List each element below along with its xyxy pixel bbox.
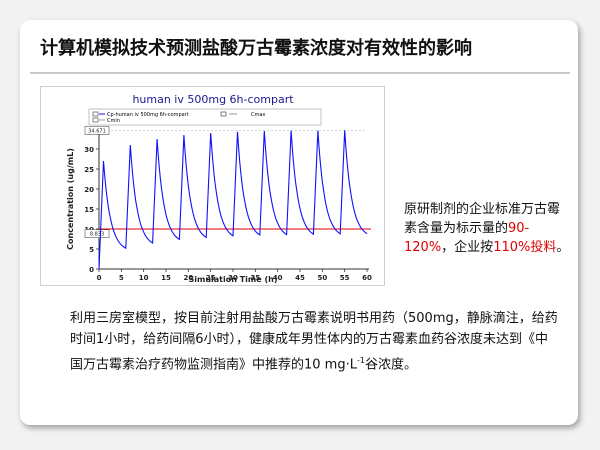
slide-title: 计算机模拟技术预测盐酸万古霉素浓度对有效性的影响 [40,38,472,59]
y-tick-label: 30 [84,146,94,154]
legend-box [88,108,322,126]
side-note-text-2: ，企业按 [441,240,494,255]
body-paragraph: 利用三房室模型，按目前注射用盐酸万古霉素说明书用药（500mg，静脉滴注，给药时… [70,308,558,375]
cmin-box [84,229,110,238]
legend-label-cp: Cp-human iv 500mg 6h-compart [107,112,189,118]
body-text-1: 利用三房室模型，按目前注射用盐酸万古霉素说明书用药（500mg，静脉滴注，给药时… [70,311,558,373]
y-tick-label: 20 [84,186,94,194]
pk-simulation-chart: human iv 500mg 6h-compart Cp-human iv 500… [40,86,385,286]
legend-label-cmin: Cmin [107,118,120,124]
x-tick-label: 20 [183,274,193,282]
y-tick-label: 15 [84,206,94,214]
body-text-2: 谷浓度。 [364,357,417,373]
legend-label-cmax: Cmax [251,112,265,118]
side-note-text-1: 原研制剂的企业标准万古霉素含量为标示量的 [404,202,561,236]
title-divider [30,72,570,74]
y-tick-label: 0 [89,266,94,274]
y-axis-label: Concentration (ug/mL) [66,148,75,250]
x-tick-label: 30 [228,274,238,282]
x-tick-label: 35 [250,274,260,282]
cmin-label: 8.833 [90,232,104,238]
x-tick-label: 10 [139,274,149,282]
x-tick-label: 15 [161,274,171,282]
side-note-dose-pct: 110%投料 [493,240,557,255]
x-tick-label: 60 [362,274,372,282]
side-note-range: 90-120% [404,221,530,255]
concentration-curve [98,130,368,270]
x-tick-label: 50 [317,274,327,282]
cmax-label: 34.671 [88,128,106,134]
legend-checkbox [220,111,227,117]
y-tick-label: 5 [89,246,94,254]
chart-title: human iv 500mg 6h-compart [132,93,294,106]
cmax-box [84,126,110,135]
x-axis-label: Simulation Time (h) [189,275,278,284]
x-tick-label: 5 [119,274,124,282]
body-text-sup: -1 [356,356,365,365]
legend-checkbox [92,111,99,117]
legend-checkbox [92,117,99,123]
side-note-text-3: 。 [556,240,570,255]
x-tick-label: 25 [206,274,216,282]
x-tick-label: 45 [295,274,305,282]
x-tick-label: 40 [273,274,283,282]
chart-canvas: human iv 500mg 6h-compart Cp-human iv 500… [66,93,372,284]
side-note: 原研制剂的企业标准万古霉素含量为标示量的90-120%，企业按110%投料。 [404,200,570,257]
x-tick-label: 55 [340,274,350,282]
y-tick-label: 25 [84,166,94,174]
x-tick-label: 0 [97,274,102,282]
